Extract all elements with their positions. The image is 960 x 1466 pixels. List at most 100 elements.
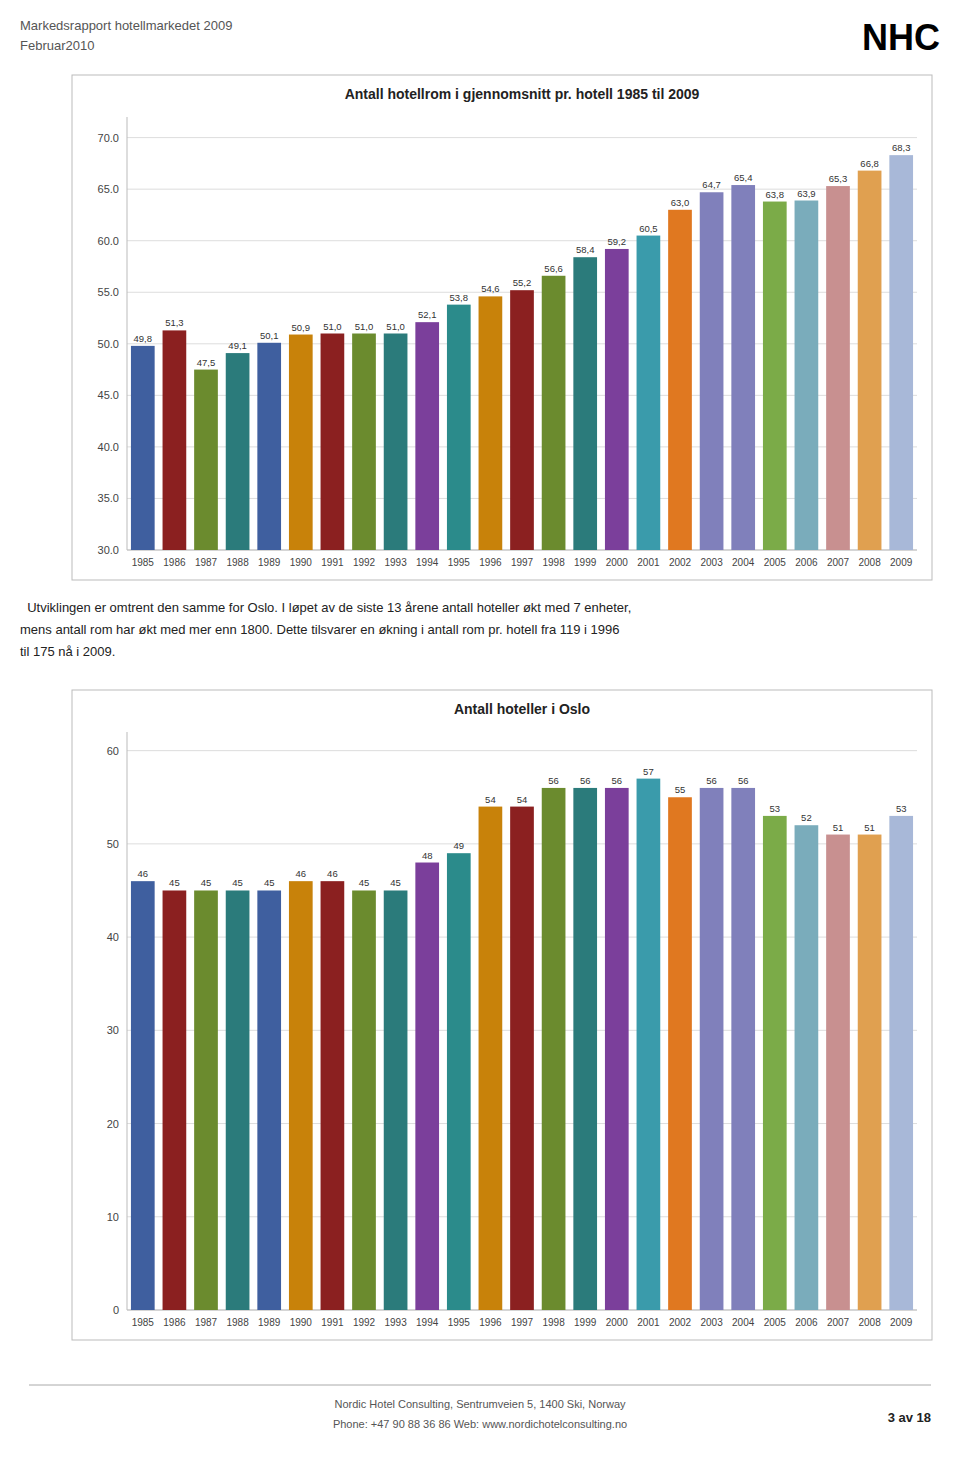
bar — [352, 334, 376, 551]
bar — [542, 788, 566, 1310]
data-label: 63,8 — [766, 189, 785, 200]
data-label: 56 — [706, 775, 717, 786]
bar — [826, 835, 850, 1310]
data-label: 53 — [770, 803, 781, 814]
footer-text: Nordic Hotel Consulting, Sentrumveien 5,… — [334, 1398, 626, 1410]
bar — [226, 353, 250, 550]
footer-text: Phone: +47 90 88 36 86 Web: www.nordicho… — [333, 1418, 627, 1430]
data-label: 53 — [896, 803, 907, 814]
bar — [321, 881, 345, 1310]
data-label: 50,1 — [260, 330, 279, 341]
data-label: 51 — [833, 822, 844, 833]
data-label: 56 — [738, 775, 749, 786]
chart-frame — [72, 690, 932, 1340]
bar — [542, 276, 566, 550]
data-label: 49,1 — [228, 340, 247, 351]
x-tick-label: 1999 — [574, 557, 597, 568]
data-label: 56,6 — [544, 263, 563, 274]
data-label: 68,3 — [892, 142, 911, 153]
y-tick-label: 20 — [107, 1118, 119, 1130]
data-label: 45 — [232, 877, 243, 888]
y-tick-label: 40 — [107, 931, 119, 943]
x-tick-label: 1991 — [321, 1317, 344, 1328]
x-tick-label: 1998 — [542, 1317, 565, 1328]
x-tick-label: 2001 — [637, 557, 660, 568]
y-axis-line — [127, 117, 128, 550]
data-label: 59,2 — [608, 236, 627, 247]
x-tick-label: 1999 — [574, 1317, 597, 1328]
data-label: 54,6 — [481, 283, 500, 294]
bars — [131, 155, 913, 550]
x-tick-label: 2000 — [606, 557, 629, 568]
bar — [605, 249, 629, 550]
y-tick-label: 65.0 — [98, 183, 119, 195]
x-tick-label: 1996 — [479, 557, 502, 568]
data-label: 58,4 — [576, 244, 595, 255]
x-tick-label: 1985 — [132, 557, 155, 568]
bar — [384, 334, 408, 551]
data-label: 45 — [390, 877, 401, 888]
x-tick-label: 1986 — [163, 1317, 186, 1328]
x-tick-label: 1989 — [258, 1317, 281, 1328]
bar — [447, 853, 471, 1310]
bar — [321, 334, 345, 551]
bar — [700, 192, 724, 550]
x-tick-label: 1994 — [416, 1317, 439, 1328]
bar — [510, 807, 534, 1310]
x-tick-label: 2006 — [795, 557, 818, 568]
data-label: 51 — [864, 822, 875, 833]
bar — [731, 788, 755, 1310]
x-tick-label: 2009 — [890, 557, 913, 568]
data-label: 54 — [485, 794, 496, 805]
page: Markedsrapport hotellmarkedet 2009Februa… — [0, 0, 960, 1466]
bar — [415, 863, 439, 1310]
x-tick-label: 2008 — [858, 1317, 881, 1328]
bar — [194, 370, 218, 550]
x-tick-label: 2007 — [827, 1317, 850, 1328]
bar — [131, 881, 155, 1310]
x-tick-label: 2002 — [669, 557, 692, 568]
bar — [731, 185, 755, 550]
data-label: 51,0 — [386, 321, 405, 332]
x-tick-label: 2000 — [606, 1317, 629, 1328]
data-label: 56 — [612, 775, 623, 786]
data-label: 63,0 — [671, 197, 690, 208]
data-label: 66,8 — [860, 158, 879, 169]
x-tick-label: 1993 — [384, 1317, 407, 1328]
x-tick-label: 1989 — [258, 557, 281, 568]
bars — [131, 779, 913, 1310]
body-text: mens antall rom har økt med mer enn 1800… — [20, 622, 620, 637]
bar — [573, 788, 597, 1310]
data-label: 55,2 — [513, 277, 532, 288]
data-label: 56 — [580, 775, 591, 786]
x-tick-label: 2005 — [764, 557, 787, 568]
chart-title: Antall hotellrom i gjennomsnitt pr. hote… — [345, 86, 700, 102]
bar — [858, 835, 882, 1310]
x-tick-label: 2002 — [669, 1317, 692, 1328]
x-tick-label: 1995 — [448, 557, 471, 568]
footer-rule — [29, 1385, 931, 1386]
data-label: 63,9 — [797, 188, 816, 199]
y-tick-label: 60.0 — [98, 235, 119, 247]
bar — [352, 890, 376, 1310]
bar — [795, 825, 819, 1310]
data-label: 49,8 — [134, 333, 153, 344]
y-tick-label: 60 — [107, 745, 119, 757]
y-tick-label: 0 — [113, 1304, 119, 1316]
y-tick-label: 30.0 — [98, 544, 119, 556]
x-tick-label: 1991 — [321, 557, 344, 568]
data-label: 65,4 — [734, 172, 753, 183]
x-tick-label: 1986 — [163, 557, 186, 568]
x-tick-label: 1996 — [479, 1317, 502, 1328]
data-label: 46 — [327, 868, 338, 879]
bar — [668, 797, 692, 1310]
y-tick-label: 40.0 — [98, 441, 119, 453]
data-label: 49 — [454, 840, 465, 851]
y-tick-label: 50 — [107, 838, 119, 850]
data-label: 65,3 — [829, 173, 848, 184]
x-tick-label: 1998 — [542, 557, 565, 568]
body-text: Utviklingen er omtrent den samme for Osl… — [20, 600, 631, 615]
data-label: 45 — [359, 877, 370, 888]
y-axis-line — [127, 732, 128, 1310]
data-label: 52 — [801, 812, 812, 823]
